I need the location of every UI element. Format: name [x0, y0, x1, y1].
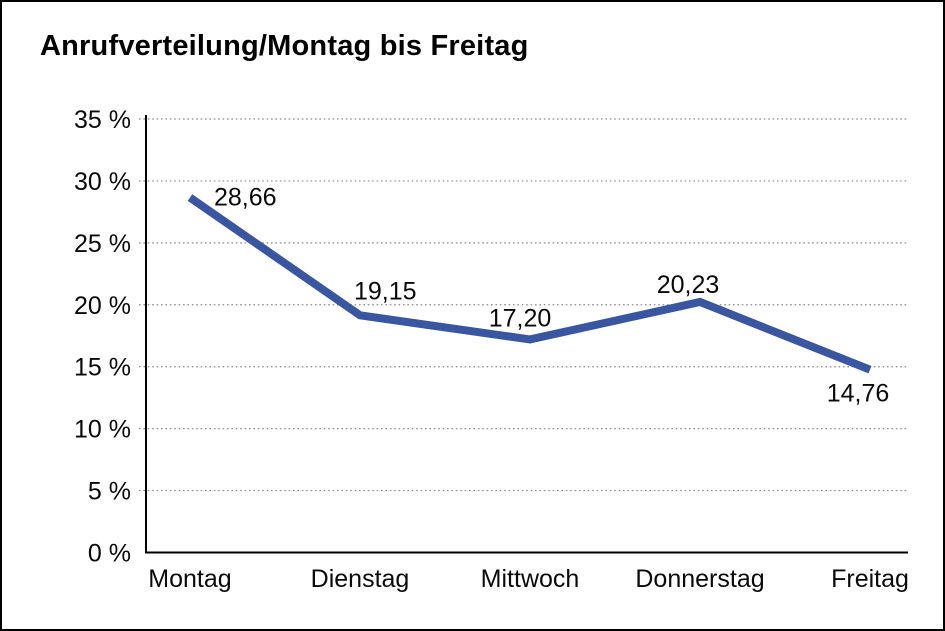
data-point-label: 17,20: [489, 304, 552, 332]
x-category-label: Dienstag: [311, 565, 410, 593]
data-point-label: 14,76: [827, 380, 890, 408]
data-point-label: 20,23: [657, 271, 720, 299]
y-tick-label: 30 %: [74, 168, 131, 196]
x-category-label: Montag: [148, 565, 231, 593]
chart-title: Anrufverteilung/Montag bis Freitag: [40, 30, 529, 62]
x-category-label: Donnerstag: [635, 565, 764, 593]
data-point-label: 28,66: [214, 184, 277, 212]
data-series-line: [187, 194, 872, 374]
x-category-label: Mittwoch: [481, 565, 580, 593]
y-tick-label: 20 %: [74, 292, 131, 320]
data-point-label: 19,15: [354, 277, 417, 305]
y-tick-label: 5 %: [88, 478, 131, 506]
y-tick-label: 35 %: [74, 106, 131, 134]
y-tick-label: 25 %: [74, 230, 131, 258]
x-category-label: Freitag: [831, 565, 909, 593]
y-tick-label: 15 %: [74, 354, 131, 382]
y-tick-label: 10 %: [74, 416, 131, 444]
y-tick-label: 0 %: [88, 540, 131, 568]
